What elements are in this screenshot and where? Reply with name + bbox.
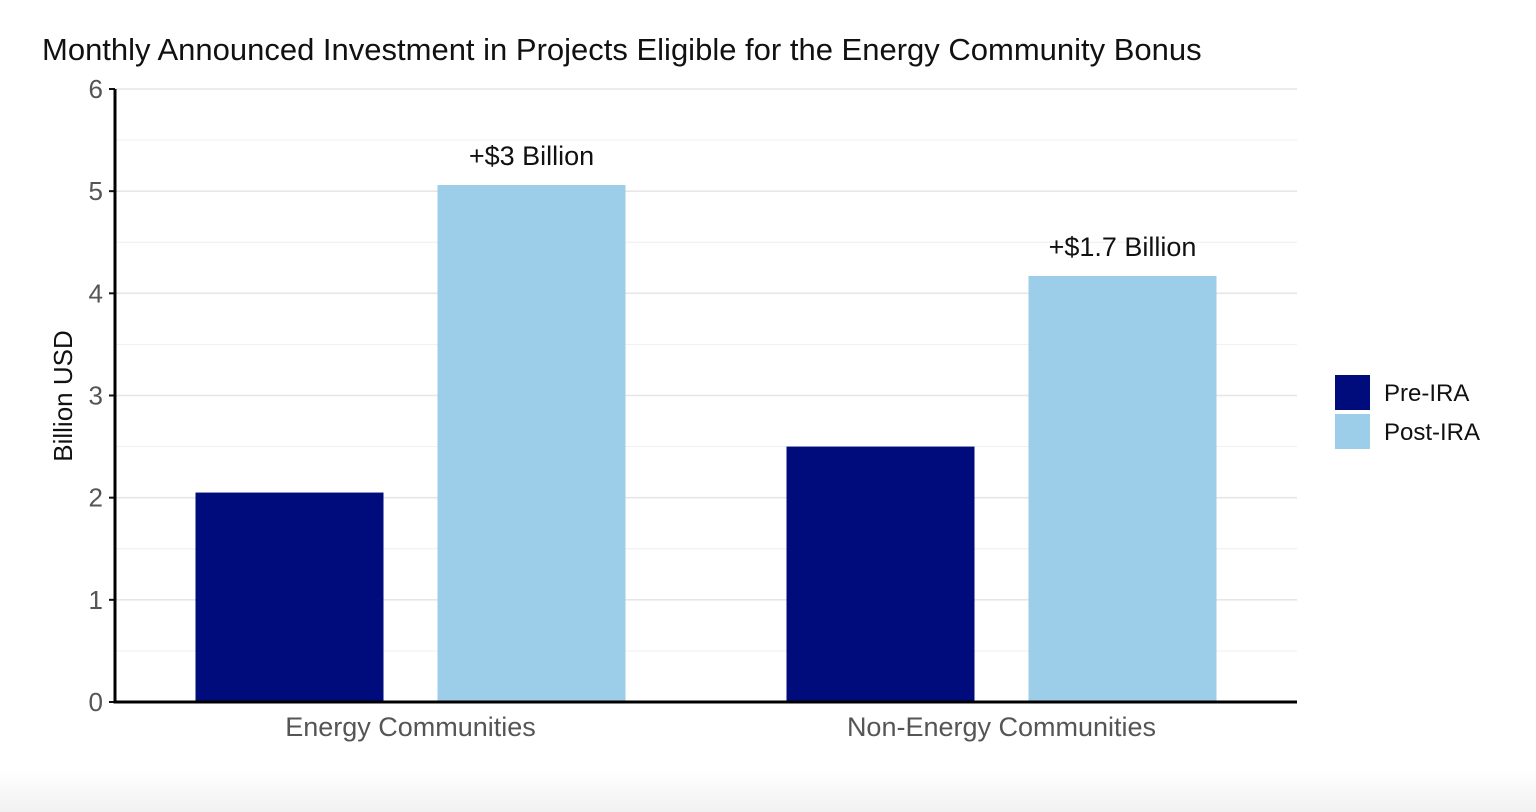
y-tick-label: 4 (89, 278, 103, 308)
bar-annotations: +$3 Billion +$1.7 Billion (469, 141, 1197, 262)
x-tick-label: Non-Energy Communities (847, 712, 1156, 742)
y-axis-label: Billion USD (48, 330, 78, 462)
chart-title: Monthly Announced Investment in Projects… (42, 32, 1202, 67)
legend-swatch (1335, 414, 1370, 449)
y-tick-label: 0 (89, 687, 103, 717)
legend-label: Pre-IRA (1384, 380, 1469, 407)
legend-swatch (1335, 375, 1370, 410)
y-tick-label: 5 (89, 176, 103, 206)
legend-label: Post-IRA (1384, 419, 1480, 446)
bar-pre-ira-1 (195, 492, 384, 702)
bar-post-ira-1 (437, 185, 626, 702)
y-tick-label: 1 (89, 585, 103, 615)
legend: Pre-IRA Post-IRA (1335, 375, 1480, 449)
bar-annotation: +$3 Billion (469, 141, 594, 171)
y-tick-label: 6 (89, 74, 103, 104)
bottom-strip (0, 770, 1536, 812)
y-tick-label: 2 (89, 483, 103, 513)
axes: Energy Communities Non-Energy Communities… (89, 74, 1297, 742)
y-tick-label: 3 (89, 381, 103, 411)
bar-post-ira-2 (1028, 275, 1217, 702)
bar-pre-ira-2 (786, 446, 975, 702)
bars (195, 185, 1217, 702)
bar-annotation: +$1.7 Billion (1049, 232, 1197, 262)
x-tick-label: Energy Communities (285, 712, 536, 742)
